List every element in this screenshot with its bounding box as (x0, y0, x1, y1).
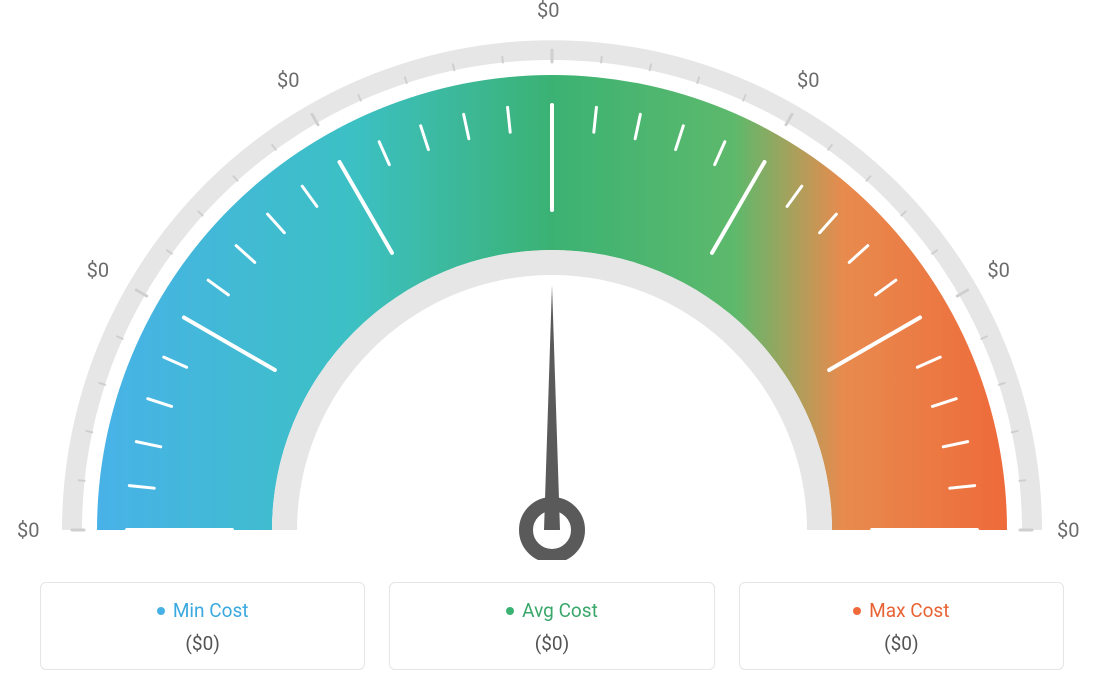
legend-title-min: Min Cost (157, 599, 249, 622)
legend-value: ($0) (752, 632, 1051, 655)
gauge-tick-label: $0 (87, 258, 109, 282)
legend-label: Min Cost (173, 599, 249, 622)
gauge-cost-widget: $0 $0 $0 $0 $0 $0 $0 Min Cost ($0) Avg Cost ($… (0, 0, 1104, 690)
gauge-tick-label: $0 (537, 0, 559, 22)
dot-icon (157, 607, 165, 615)
legend-title-max: Max Cost (853, 599, 949, 622)
legend-title-avg: Avg Cost (506, 599, 598, 622)
legend-value: ($0) (402, 632, 701, 655)
legend-row: Min Cost ($0) Avg Cost ($0) Max Cost ($0… (40, 582, 1064, 670)
gauge-tick-label: $0 (987, 258, 1009, 282)
gauge-tick-label: $0 (797, 68, 819, 92)
legend-label: Max Cost (869, 599, 949, 622)
gauge-chart: $0 $0 $0 $0 $0 $0 $0 (0, 0, 1104, 560)
gauge-tick-label: $0 (17, 518, 39, 542)
dot-icon (506, 607, 514, 615)
legend-card-avg: Avg Cost ($0) (389, 582, 714, 670)
gauge-tick-label: $0 (1057, 518, 1079, 542)
legend-card-min: Min Cost ($0) (40, 582, 365, 670)
legend-label: Avg Cost (522, 599, 598, 622)
legend-value: ($0) (53, 632, 352, 655)
dot-icon (853, 607, 861, 615)
gauge-tick-label: $0 (277, 68, 299, 92)
legend-card-max: Max Cost ($0) (739, 582, 1064, 670)
